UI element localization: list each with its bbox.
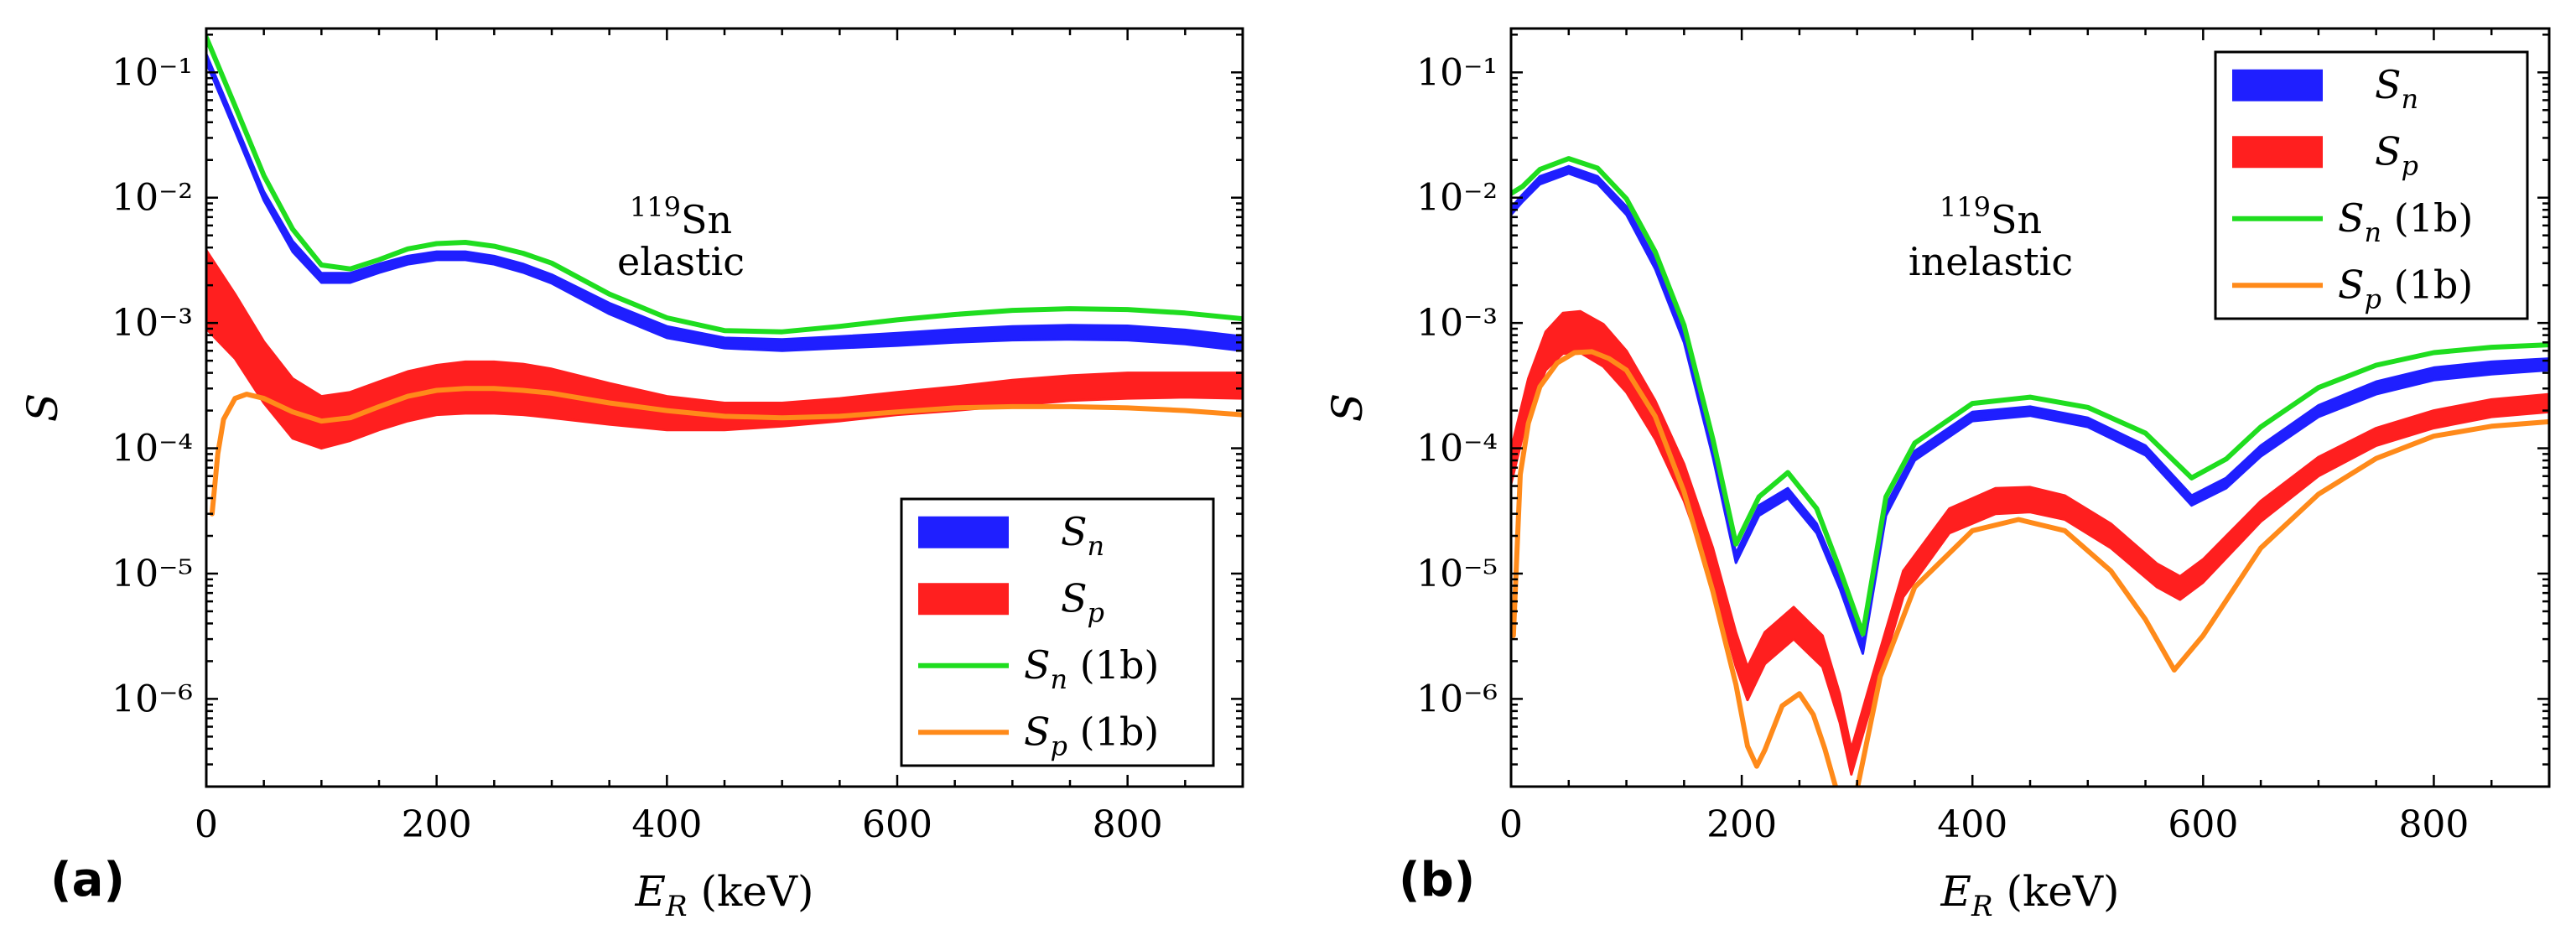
y-ticks bbox=[206, 34, 1243, 788]
x-tick-label: 800 bbox=[1093, 803, 1163, 846]
y-tick-label: 10⁻² bbox=[1416, 177, 1498, 220]
y-tick-label: 10⁻⁴ bbox=[1416, 428, 1498, 470]
series-s-p-band bbox=[206, 249, 1243, 450]
legend-label: Sn bbox=[2375, 62, 2418, 115]
y-tick-label: 10⁻⁵ bbox=[112, 553, 193, 595]
series-s-n-1b-line bbox=[206, 34, 1243, 335]
x-tick-label: 600 bbox=[862, 803, 932, 846]
x-tick-label: 200 bbox=[1706, 803, 1777, 846]
legend-label: Sp bbox=[1061, 575, 1104, 628]
x-tick-label: 600 bbox=[2168, 803, 2238, 846]
y-axis-label: S bbox=[1323, 393, 1372, 422]
legend-swatch-band bbox=[2232, 136, 2323, 169]
legend-label: Sn (1b) bbox=[2338, 195, 2473, 248]
legend-label: Sn (1b) bbox=[1024, 642, 1159, 695]
series-s-n-1b-line bbox=[1511, 156, 2549, 636]
x-tick-label: 0 bbox=[195, 803, 218, 846]
x-ticks bbox=[1509, 29, 2551, 787]
panel-a: 0 200 400 600 800 10⁻¹ 10⁻² 10⁻³ 10⁻⁴ 10⁻⁵ 10⁻⁶ ER … bbox=[18, 27, 1244, 923]
isotope-annotation: 119Sn bbox=[1940, 191, 2042, 242]
legend-label: Sp bbox=[2375, 128, 2418, 181]
legend-swatch-band bbox=[2232, 69, 2323, 101]
y-tick-label: 10⁻² bbox=[112, 177, 193, 220]
x-tick-label: 800 bbox=[2398, 803, 2469, 846]
legend-swatch-band bbox=[918, 583, 1009, 616]
legend: Sn Sp Sn (1b) Sp (1b) bbox=[2214, 50, 2529, 320]
x-tick-label: 0 bbox=[1499, 803, 1523, 846]
legend-label: Sp (1b) bbox=[1024, 709, 1159, 761]
plot-area bbox=[1511, 156, 2549, 787]
x-tick-label: 400 bbox=[1937, 803, 2007, 846]
isotope-annotation: 119Sn bbox=[630, 191, 732, 242]
x-axis-label: ER (keV) bbox=[1940, 867, 2119, 923]
panel-tag: (b) bbox=[1399, 853, 1475, 907]
x-tick-label: 200 bbox=[402, 803, 472, 846]
legend-label: Sp (1b) bbox=[2338, 262, 2473, 314]
series-s-n-band bbox=[206, 53, 1243, 352]
series-s-p-1b-line bbox=[1511, 349, 2549, 787]
y-tick-label: 10⁻⁶ bbox=[112, 678, 193, 720]
legend: Sn Sp Sn (1b) Sp (1b) bbox=[900, 497, 1215, 767]
x-ticks bbox=[205, 29, 1244, 787]
series-s-n-band bbox=[1511, 164, 2549, 655]
series-s-p-1b-line bbox=[209, 386, 1243, 517]
y-tick-label: 10⁻¹ bbox=[1416, 51, 1498, 94]
panel-tag: (a) bbox=[50, 853, 125, 907]
y-tick-label: 10⁻⁴ bbox=[112, 428, 193, 470]
plot-area bbox=[206, 34, 1243, 517]
y-tick-label: 10⁻¹ bbox=[112, 51, 193, 94]
series-s-p-band bbox=[1511, 309, 2549, 776]
y-tick-label: 10⁻³ bbox=[1416, 302, 1498, 345]
x-tick-label: 400 bbox=[631, 803, 702, 846]
scattering-kind-label: elastic bbox=[617, 239, 745, 284]
x-axis-label: ER (keV) bbox=[634, 867, 813, 923]
y-axis-label: S bbox=[18, 393, 67, 422]
legend-swatch-band bbox=[918, 516, 1009, 548]
legend-label: Sn bbox=[1061, 509, 1104, 562]
y-ticks bbox=[1511, 34, 2549, 788]
y-tick-label: 10⁻⁵ bbox=[1416, 553, 1498, 595]
scattering-kind-label: inelastic bbox=[1909, 239, 2073, 284]
y-tick-label: 10⁻⁶ bbox=[1416, 678, 1498, 720]
y-tick-label: 10⁻³ bbox=[112, 302, 193, 345]
panel-b: 0 200 400 600 800 10⁻¹ 10⁻² 10⁻³ 10⁻⁴ 10⁻⁵ 10⁻⁶ ER … bbox=[1323, 27, 2551, 923]
